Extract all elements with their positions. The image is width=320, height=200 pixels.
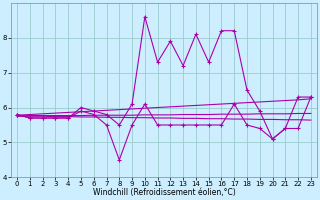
X-axis label: Windchill (Refroidissement éolien,°C): Windchill (Refroidissement éolien,°C) [92, 188, 236, 197]
